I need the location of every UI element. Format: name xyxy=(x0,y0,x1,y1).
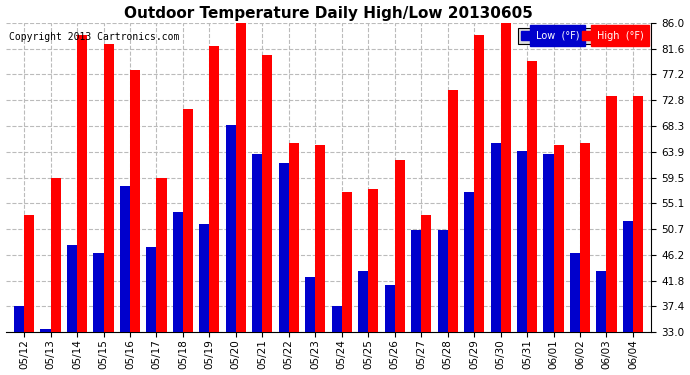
Bar xyxy=(421,215,431,332)
Bar xyxy=(279,163,289,332)
Text: Copyright 2013 Cartronics.com: Copyright 2013 Cartronics.com xyxy=(9,32,179,42)
Bar xyxy=(14,306,24,332)
Bar xyxy=(236,23,246,332)
Bar xyxy=(474,35,484,332)
Title: Outdoor Temperature Daily High/Low 20130605: Outdoor Temperature Daily High/Low 20130… xyxy=(124,6,533,21)
Bar xyxy=(332,306,342,332)
Bar xyxy=(50,177,61,332)
Bar xyxy=(607,96,617,332)
Bar xyxy=(77,35,87,332)
Bar xyxy=(120,186,130,332)
Bar xyxy=(67,244,77,332)
Bar xyxy=(570,253,580,332)
Bar xyxy=(395,160,405,332)
Bar xyxy=(491,142,500,332)
Bar xyxy=(199,224,209,332)
Bar xyxy=(183,110,193,332)
Bar xyxy=(209,46,219,332)
Bar xyxy=(24,215,34,332)
Bar xyxy=(623,221,633,332)
Bar xyxy=(384,285,395,332)
Bar xyxy=(633,96,643,332)
Bar xyxy=(553,146,564,332)
Bar xyxy=(226,125,236,332)
Bar xyxy=(253,154,262,332)
Bar xyxy=(342,192,352,332)
Bar xyxy=(315,146,326,332)
Bar xyxy=(104,44,114,332)
Legend: Low  (°F), High  (°F): Low (°F), High (°F) xyxy=(518,28,647,44)
Bar xyxy=(500,23,511,332)
Bar xyxy=(437,230,448,332)
Bar xyxy=(130,70,140,332)
Bar xyxy=(289,142,299,332)
Bar xyxy=(464,192,474,332)
Bar xyxy=(544,154,553,332)
Bar xyxy=(93,253,104,332)
Bar xyxy=(596,271,607,332)
Bar xyxy=(411,230,421,332)
Bar xyxy=(173,213,183,332)
Bar xyxy=(146,248,157,332)
Bar xyxy=(448,90,457,332)
Bar xyxy=(262,55,273,332)
Bar xyxy=(41,329,50,332)
Bar xyxy=(527,61,537,332)
Bar xyxy=(368,189,378,332)
Bar xyxy=(580,142,590,332)
Bar xyxy=(305,277,315,332)
Bar xyxy=(358,271,368,332)
Bar xyxy=(517,151,527,332)
Bar xyxy=(157,177,166,332)
